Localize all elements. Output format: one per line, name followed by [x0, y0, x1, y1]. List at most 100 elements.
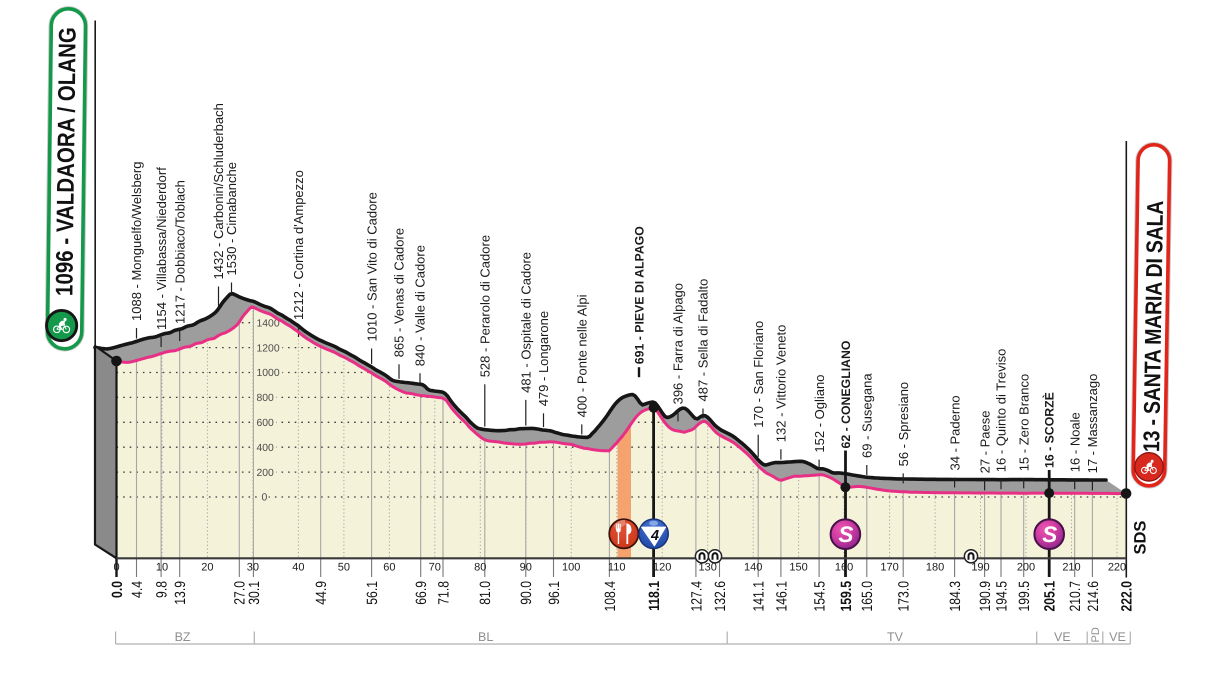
- svg-text:27.0: 27.0: [231, 581, 248, 605]
- svg-text:160: 160: [835, 562, 853, 574]
- svg-text:90: 90: [520, 562, 532, 574]
- svg-text:118.1: 118.1: [646, 581, 663, 611]
- svg-text:199.5: 199.5: [1016, 581, 1033, 612]
- svg-text:S: S: [838, 522, 853, 547]
- svg-text:132 - Vittorio Veneto: 132 - Vittorio Veneto: [774, 325, 789, 443]
- svg-text:180: 180: [926, 562, 944, 574]
- svg-text:13 - SANTA MARIA DI SALA: 13 - SANTA MARIA DI SALA: [1139, 200, 1169, 452]
- svg-text:40: 40: [292, 562, 304, 574]
- svg-text:16 - Quinto di Treviso: 16 - Quinto di Treviso: [994, 349, 1009, 473]
- svg-text:840 - Valle di Cadore: 840 - Valle di Cadore: [413, 245, 428, 366]
- svg-text:15 - Zero Branco: 15 - Zero Branco: [1016, 374, 1031, 472]
- svg-text:479 - Longarone: 479 - Longarone: [536, 311, 551, 406]
- svg-text:210: 210: [1062, 562, 1080, 574]
- svg-text:691 - PIEVE DI ALPAGO: 691 - PIEVE DI ALPAGO: [632, 226, 646, 364]
- svg-text:400 - Ponte nelle Alpi: 400 - Ponte nelle Alpi: [575, 294, 590, 417]
- svg-text:152 - Ogliano: 152 - Ogliano: [812, 375, 827, 453]
- svg-text:222.0: 222.0: [1118, 581, 1135, 612]
- svg-text:120: 120: [653, 562, 671, 574]
- svg-text:220: 220: [1108, 562, 1126, 574]
- svg-text:TV: TV: [887, 630, 904, 644]
- svg-text:VE: VE: [1109, 630, 1126, 644]
- svg-text:481 - Ospitale di Cadore: 481 - Ospitale di Cadore: [519, 252, 534, 393]
- svg-text:165.0: 165.0: [859, 581, 876, 612]
- svg-text:96.1: 96.1: [545, 581, 562, 605]
- svg-text:800: 800: [257, 393, 275, 404]
- svg-text:4.4: 4.4: [128, 581, 145, 598]
- svg-text:17 - Massanzago: 17 - Massanzago: [1085, 374, 1100, 474]
- svg-text:16 - Noale: 16 - Noale: [1067, 412, 1082, 472]
- svg-text:80: 80: [474, 562, 486, 574]
- svg-text:214.6: 214.6: [1084, 581, 1101, 612]
- svg-text:1096 - VALDAORA / OLANG: 1096 - VALDAORA / OLANG: [51, 27, 81, 296]
- svg-text:194.5: 194.5: [993, 581, 1010, 612]
- svg-text:BL: BL: [478, 630, 493, 644]
- svg-text:205.1: 205.1: [1041, 581, 1058, 612]
- svg-text:30.1: 30.1: [245, 581, 262, 605]
- svg-text:9.8: 9.8: [153, 581, 170, 598]
- svg-text:190: 190: [971, 562, 989, 574]
- svg-text:396 - Farra di Alpago: 396 - Farra di Alpago: [671, 283, 686, 404]
- svg-text:865 - Venas di Cadore: 865 - Venas di Cadore: [392, 228, 407, 357]
- svg-text:1010 - San Vito di Cadore: 1010 - San Vito di Cadore: [364, 192, 379, 341]
- svg-text:159.5: 159.5: [837, 581, 854, 612]
- svg-text:1200: 1200: [257, 343, 280, 354]
- svg-text:62 - CONEGLIANO: 62 - CONEGLIANO: [839, 340, 853, 448]
- svg-text:0: 0: [262, 493, 268, 504]
- svg-text:81.0: 81.0: [477, 581, 494, 605]
- svg-text:VE: VE: [1054, 630, 1071, 644]
- svg-text:1530 - Cimabanche: 1530 - Cimabanche: [224, 162, 239, 275]
- svg-text:1154 - Villabassa/Niederdorf: 1154 - Villabassa/Niederdorf: [154, 167, 169, 330]
- svg-text:60: 60: [383, 562, 395, 574]
- svg-text:27 - Paese: 27 - Paese: [977, 411, 992, 474]
- svg-text:140: 140: [744, 562, 762, 574]
- svg-text:70: 70: [429, 562, 441, 574]
- svg-text:100: 100: [562, 562, 580, 574]
- svg-text:71.8: 71.8: [435, 581, 452, 605]
- svg-text:1212 - Cortina d'Ampezzo: 1212 - Cortina d'Ampezzo: [291, 170, 306, 320]
- svg-text:146.1: 146.1: [773, 581, 790, 612]
- svg-text:210.7: 210.7: [1067, 581, 1084, 612]
- svg-text:200: 200: [257, 468, 275, 479]
- svg-text:56.1: 56.1: [364, 581, 381, 605]
- svg-text:487 - Sella di Fadalto: 487 - Sella di Fadalto: [696, 279, 711, 402]
- svg-text:130: 130: [699, 562, 717, 574]
- svg-text:1432 - Carbonin/Schluderbach: 1432 - Carbonin/Schluderbach: [211, 103, 226, 279]
- svg-text:110: 110: [608, 562, 626, 574]
- svg-text:200: 200: [1017, 562, 1035, 574]
- svg-text:16 - SCORZÈ: 16 - SCORZÈ: [1043, 392, 1057, 468]
- svg-text:56 - Spresiano: 56 - Spresiano: [896, 382, 911, 467]
- svg-text:4: 4: [650, 528, 659, 544]
- svg-text:13.9: 13.9: [172, 581, 189, 605]
- svg-text:66.9: 66.9: [413, 581, 430, 605]
- svg-text:141.1: 141.1: [750, 581, 767, 612]
- svg-text:1000: 1000: [257, 368, 280, 379]
- svg-text:90.0: 90.0: [518, 581, 535, 605]
- svg-text:1217 - Dobbiaco/Toblach: 1217 - Dobbiaco/Toblach: [172, 180, 187, 324]
- svg-text:184.3: 184.3: [947, 581, 964, 612]
- svg-text:190.9: 190.9: [977, 581, 994, 612]
- svg-text:400: 400: [257, 443, 275, 454]
- svg-text:1400: 1400: [257, 318, 280, 329]
- svg-text:108.4: 108.4: [601, 581, 618, 612]
- svg-text:170 - San Floriano: 170 - San Floriano: [751, 321, 766, 428]
- svg-text:528 - Perarolo di Cadore: 528 - Perarolo di Cadore: [478, 235, 493, 377]
- svg-text:PD: PD: [1090, 627, 1102, 642]
- svg-text:34 - Paderno: 34 - Paderno: [947, 395, 962, 470]
- svg-text:150: 150: [789, 562, 807, 574]
- svg-text:10: 10: [156, 562, 168, 574]
- svg-text:44.9: 44.9: [313, 581, 330, 605]
- svg-text:BZ: BZ: [175, 630, 191, 644]
- svg-text:S: S: [1042, 522, 1057, 547]
- svg-text:132.6: 132.6: [711, 581, 728, 612]
- svg-text:600: 600: [257, 418, 275, 429]
- svg-text:170: 170: [880, 562, 898, 574]
- svg-text:127.4: 127.4: [688, 581, 705, 612]
- svg-text:SDS: SDS: [1132, 521, 1150, 555]
- svg-text:1088 - Monguelfo/Welsberg: 1088 - Monguelfo/Welsberg: [129, 162, 144, 321]
- svg-text:0: 0: [113, 562, 119, 574]
- svg-text:154.5: 154.5: [811, 581, 828, 612]
- svg-text:0.0: 0.0: [108, 581, 125, 598]
- svg-text:30: 30: [247, 562, 259, 574]
- svg-text:50: 50: [338, 562, 350, 574]
